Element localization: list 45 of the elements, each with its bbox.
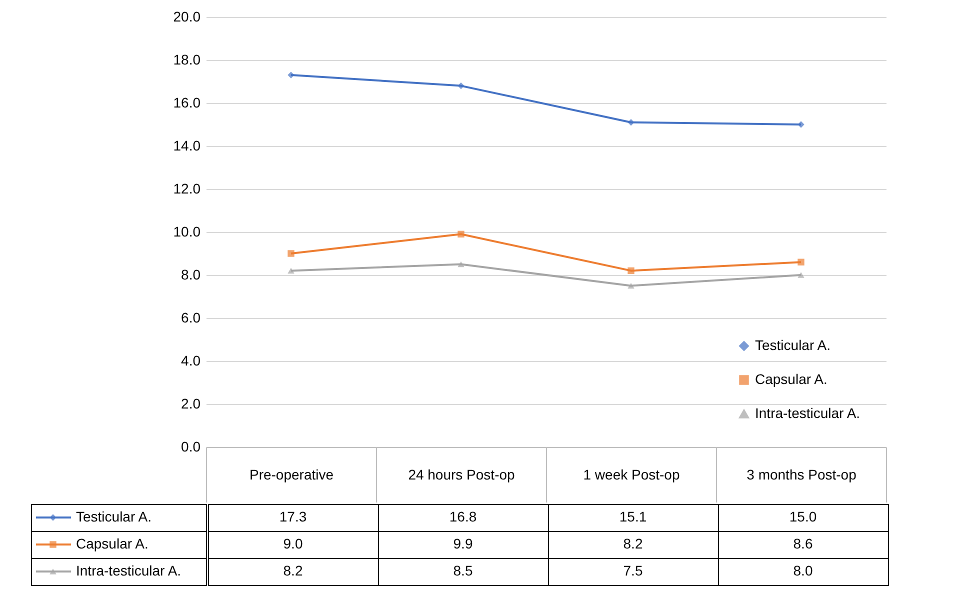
point — [458, 261, 464, 268]
y-tick-label: 0.0 — [181, 438, 201, 454]
point — [458, 230, 464, 238]
data-label: 8.5 — [453, 562, 473, 578]
y-tick-label: 20.0 — [173, 8, 201, 24]
y-tick-label: 18.0 — [173, 52, 201, 68]
legend-label: Testicular A. — [755, 337, 830, 353]
y-tick-label: 10.0 — [173, 224, 201, 240]
point — [798, 258, 804, 266]
y-tick-label: 14.0 — [173, 138, 201, 154]
data-label: 16.8 — [449, 508, 477, 524]
y-tick-label: 2.0 — [181, 396, 201, 412]
text: Testicular A. — [76, 508, 152, 524]
data-label: 15.1 — [619, 508, 647, 524]
point — [628, 267, 634, 274]
x-tick-label: Pre-operative — [249, 466, 334, 482]
data-label: 8.2 — [283, 562, 303, 578]
data-label: 8.6 — [793, 536, 813, 552]
point — [288, 72, 294, 78]
point — [798, 121, 804, 128]
y-tick-label: 6.0 — [181, 310, 201, 326]
legend-label: Intra-testicular A. — [755, 405, 860, 421]
text: Intra-testicular A. — [76, 562, 182, 578]
data-label: 8.2 — [623, 536, 643, 552]
point — [628, 118, 634, 126]
data-label: 9.9 — [453, 536, 473, 552]
point — [288, 250, 294, 257]
data-label: 15.0 — [789, 508, 817, 524]
data-label: 17.3 — [279, 508, 307, 524]
legend-label: Capsular A. — [755, 371, 828, 387]
point — [288, 268, 294, 274]
y-tick-label: 12.0 — [173, 180, 201, 196]
data-label: 9.0 — [283, 536, 303, 552]
y-tick-label: 4.0 — [181, 352, 201, 368]
x-tick-label: 3 months Post-op — [746, 466, 857, 482]
x-tick-label: 1 week Post-op — [583, 466, 680, 482]
text: Capsular A. — [76, 536, 148, 552]
point — [628, 282, 634, 289]
point — [458, 82, 464, 90]
data-label: 8.0 — [793, 562, 813, 578]
y-tick-label: 16.0 — [173, 94, 201, 110]
x-tick-label: 24 hours Post-op — [408, 466, 516, 482]
data-label: 7.5 — [623, 562, 643, 578]
y-tick-label: 8.0 — [181, 266, 201, 282]
point — [798, 272, 804, 278]
